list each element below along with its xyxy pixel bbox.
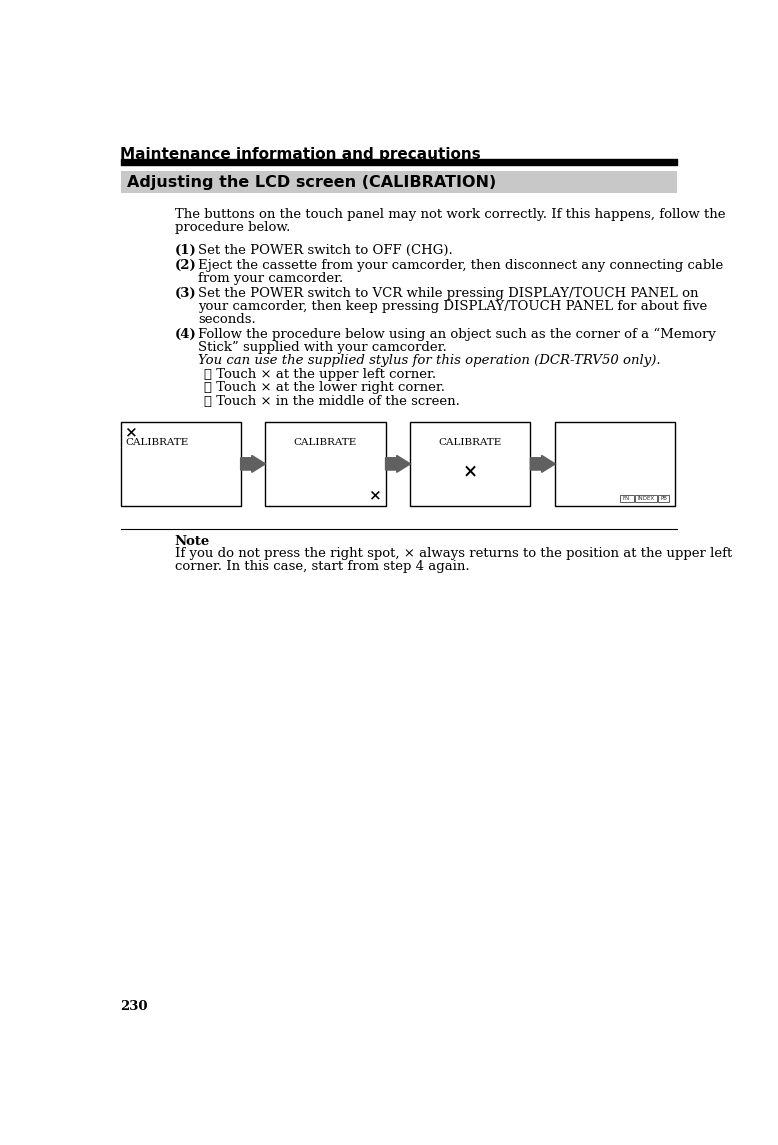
- Text: CALIBRATE: CALIBRATE: [125, 439, 188, 448]
- Text: corner. In this case, start from step 4 again.: corner. In this case, start from step 4 …: [175, 560, 469, 574]
- Text: seconds.: seconds.: [198, 313, 256, 326]
- Text: 230: 230: [121, 1000, 148, 1013]
- Text: FN: FN: [623, 497, 630, 502]
- Text: (1): (1): [175, 244, 197, 258]
- Bar: [635, 496, 657, 503]
- Text: (4): (4): [175, 327, 197, 340]
- Text: Eject the cassette from your camcorder, then disconnect any connecting cable: Eject the cassette from your camcorder, …: [198, 259, 724, 273]
- Text: CALIBRATE: CALIBRATE: [294, 439, 357, 448]
- Text: Adjusting the LCD screen (CALIBRATION): Adjusting the LCD screen (CALIBRATION): [127, 175, 496, 190]
- Text: ① Touch × at the upper left corner.: ① Touch × at the upper left corner.: [204, 369, 436, 381]
- Text: ×: ×: [124, 426, 137, 440]
- Text: ② Touch × at the lower right corner.: ② Touch × at the lower right corner.: [204, 381, 445, 395]
- Text: INDEX: INDEX: [637, 497, 654, 502]
- Text: Note: Note: [175, 535, 210, 547]
- Text: procedure below.: procedure below.: [175, 221, 290, 235]
- FancyArrow shape: [240, 456, 265, 473]
- Text: CALIBRATE: CALIBRATE: [439, 439, 502, 448]
- Bar: [555, 421, 675, 506]
- Bar: [410, 421, 531, 506]
- Bar: [265, 421, 386, 506]
- Text: If you do not press the right spot, × always returns to the position at the uppe: If you do not press the right spot, × al…: [175, 547, 732, 560]
- Text: from your camcorder.: from your camcorder.: [198, 273, 343, 285]
- Text: Maintenance information and precautions: Maintenance information and precautions: [121, 147, 482, 161]
- Bar: [619, 496, 633, 503]
- Text: Set the POWER switch to OFF (CHG).: Set the POWER switch to OFF (CHG).: [198, 244, 453, 258]
- Bar: [121, 421, 240, 506]
- FancyArrow shape: [386, 456, 410, 473]
- Text: ③ Touch × in the middle of the screen.: ③ Touch × in the middle of the screen.: [204, 395, 460, 408]
- Text: The buttons on the touch panel may not work correctly. If this happens, follow t: The buttons on the touch panel may not w…: [175, 208, 725, 221]
- Text: (3): (3): [175, 286, 196, 300]
- FancyArrow shape: [531, 456, 555, 473]
- Text: ×: ×: [463, 463, 478, 481]
- Bar: [121, 172, 677, 192]
- Text: Stick” supplied with your camcorder.: Stick” supplied with your camcorder.: [198, 341, 447, 354]
- Text: your camcorder, then keep pressing DISPLAY/TOUCH PANEL for about five: your camcorder, then keep pressing DISPL…: [198, 300, 707, 313]
- Text: (2): (2): [175, 259, 197, 273]
- Bar: [658, 496, 669, 503]
- Text: Set the POWER switch to VCR while pressing DISPLAY/TOUCH PANEL on: Set the POWER switch to VCR while pressi…: [198, 286, 699, 300]
- Text: ×: ×: [368, 489, 381, 503]
- Text: Follow the procedure below using an object such as the corner of a “Memory: Follow the procedure below using an obje…: [198, 327, 716, 341]
- Text: PB: PB: [661, 497, 668, 502]
- Text: You can use the supplied stylus for this operation (DCR-TRV50 only).: You can use the supplied stylus for this…: [198, 354, 661, 366]
